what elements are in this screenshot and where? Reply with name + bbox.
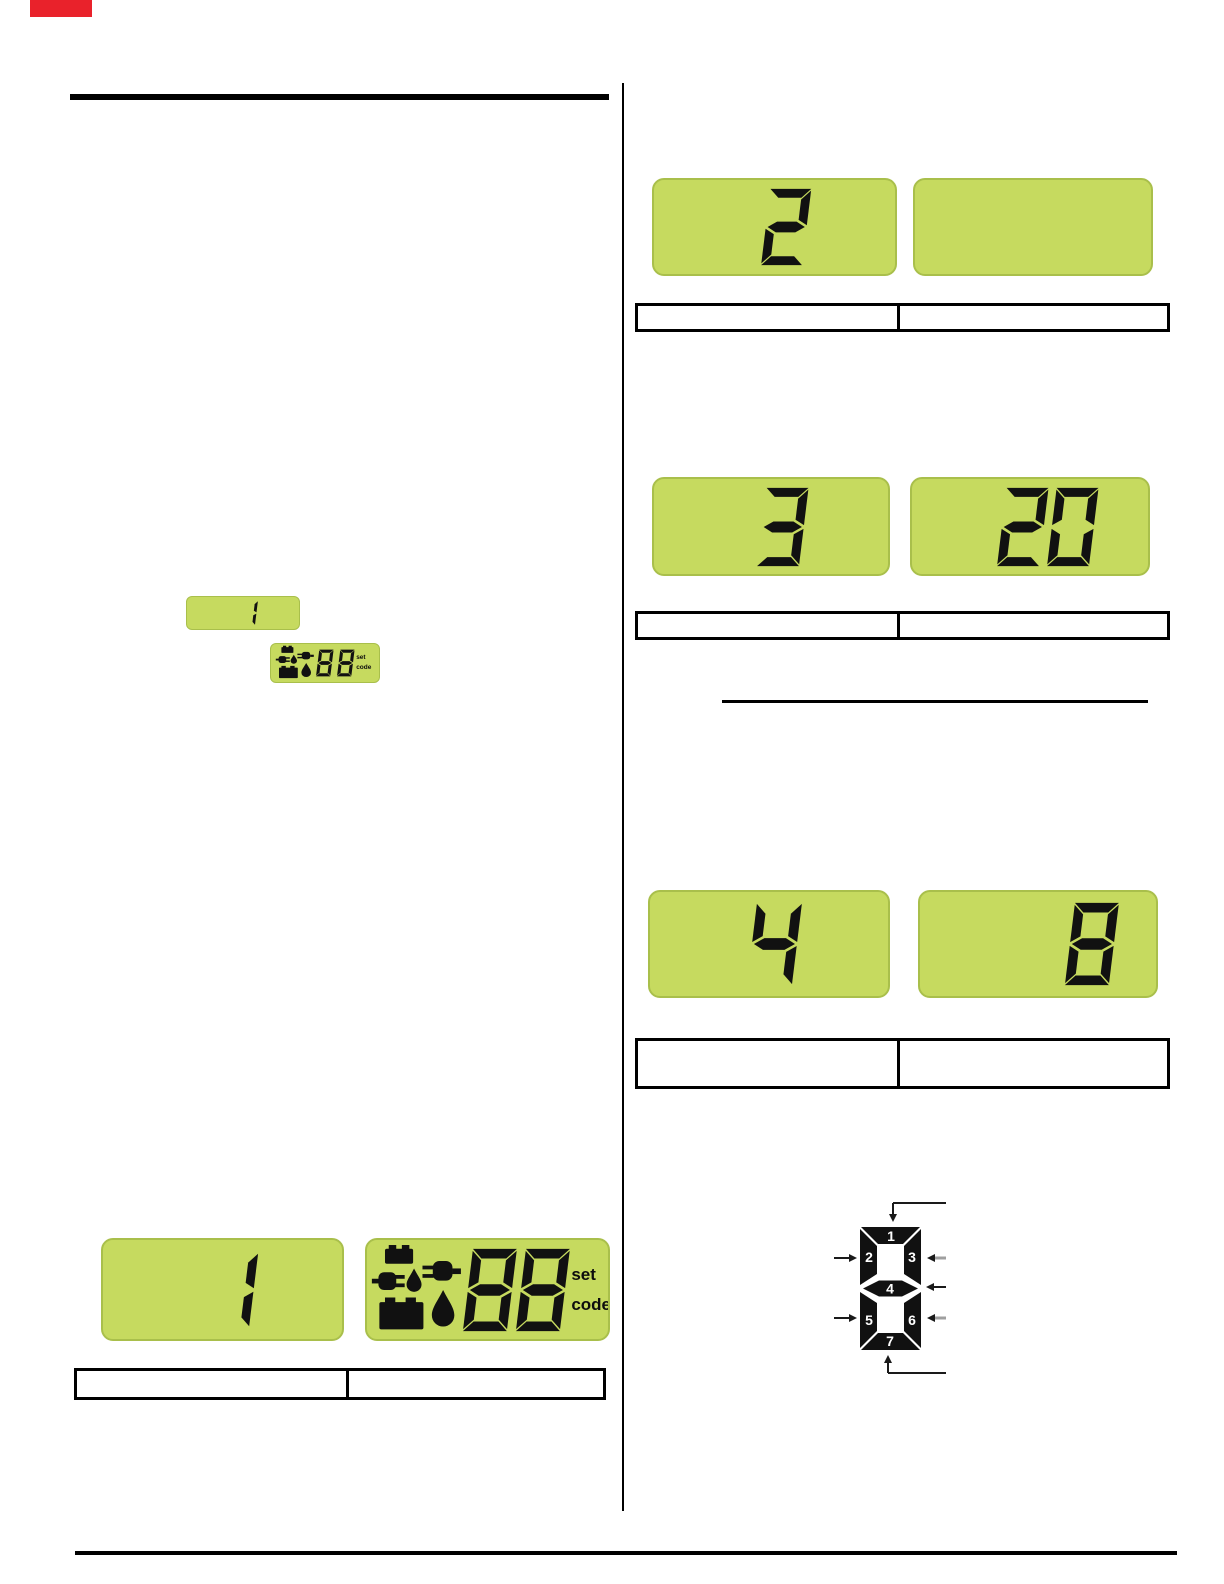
droplet-small-icon [406,1267,422,1292]
segment-label: 7 [886,1333,894,1349]
step2-right-display [913,178,1153,276]
seven-segment-digit: 1 2 3 4 5 6 7 [860,1227,921,1350]
plug-left-icon [422,1260,461,1281]
step3-table [635,611,1170,640]
battery-small-icon [281,645,294,653]
code-label: code [356,664,372,671]
status-icons [275,645,314,679]
segment-upper-right [904,1229,921,1285]
mini-code-display: set code [270,643,380,683]
lcd-digits [996,486,1099,568]
lcd-digits [252,600,258,626]
code-label: code [571,1295,610,1314]
step3-right-display [910,477,1150,576]
segment-upper-left [860,1229,877,1285]
set-label: set [571,1265,596,1284]
arrow-lines [834,1202,946,1374]
droplet-small-icon [290,654,297,664]
droplet-large-icon [301,663,311,678]
lcd-digits [761,187,812,267]
left-heading-rule [70,94,609,100]
plug-right-icon [275,656,290,663]
battery-large-icon [379,1296,424,1329]
segment-top [861,1227,920,1244]
table-cell [900,306,1167,329]
step4-right-display [918,890,1158,998]
segment-lower-left [860,1292,877,1348]
step4-left-display [648,890,890,998]
droplet-large-icon [431,1289,455,1327]
plug-left-icon [297,651,314,660]
lcd-digits [750,900,802,988]
footer-rule [75,1551,1177,1555]
arrow-heads [849,1214,935,1363]
lcd-digits [315,649,355,677]
table-cell [900,1041,1167,1086]
arrow-lines-gray [935,1256,946,1320]
segment-label: 5 [865,1312,873,1328]
step2-table [635,303,1170,332]
segment-bottom [861,1333,920,1350]
lcd-digits [462,1247,570,1333]
segment-label: 6 [908,1312,916,1328]
table-cell [638,1041,900,1086]
set-label: set [356,653,366,661]
plug-right-icon [371,1271,405,1290]
segment-middle [863,1280,918,1297]
seven-segment-diagram: 1 2 3 4 5 6 7 [834,1202,946,1374]
segment-label: 4 [886,1281,894,1297]
lcd-digits [241,1250,259,1330]
segment-label: 3 [908,1249,916,1265]
table-cell [349,1371,603,1397]
table-cell [638,614,900,637]
lcd-digits [757,486,809,568]
segment-lower-right [904,1292,921,1348]
mini-step-display [186,596,300,630]
table-cell [77,1371,349,1397]
step2-left-display [652,178,897,276]
section-underline [722,700,1148,703]
segment-label: 1 [887,1228,895,1244]
example-code-display: set code [365,1238,610,1341]
example-step-display [101,1238,344,1341]
step3-left-display [652,477,890,576]
table-cell [638,306,900,329]
step4-table [635,1038,1170,1089]
caption-table [74,1368,606,1400]
battery-large-icon [279,665,298,679]
red-marker [30,0,92,17]
column-divider [622,83,624,1511]
lcd-digits [1065,901,1120,987]
segment-label: 2 [865,1249,873,1265]
battery-small-icon [384,1244,414,1264]
status-icons [371,1244,461,1329]
table-cell [900,614,1167,637]
